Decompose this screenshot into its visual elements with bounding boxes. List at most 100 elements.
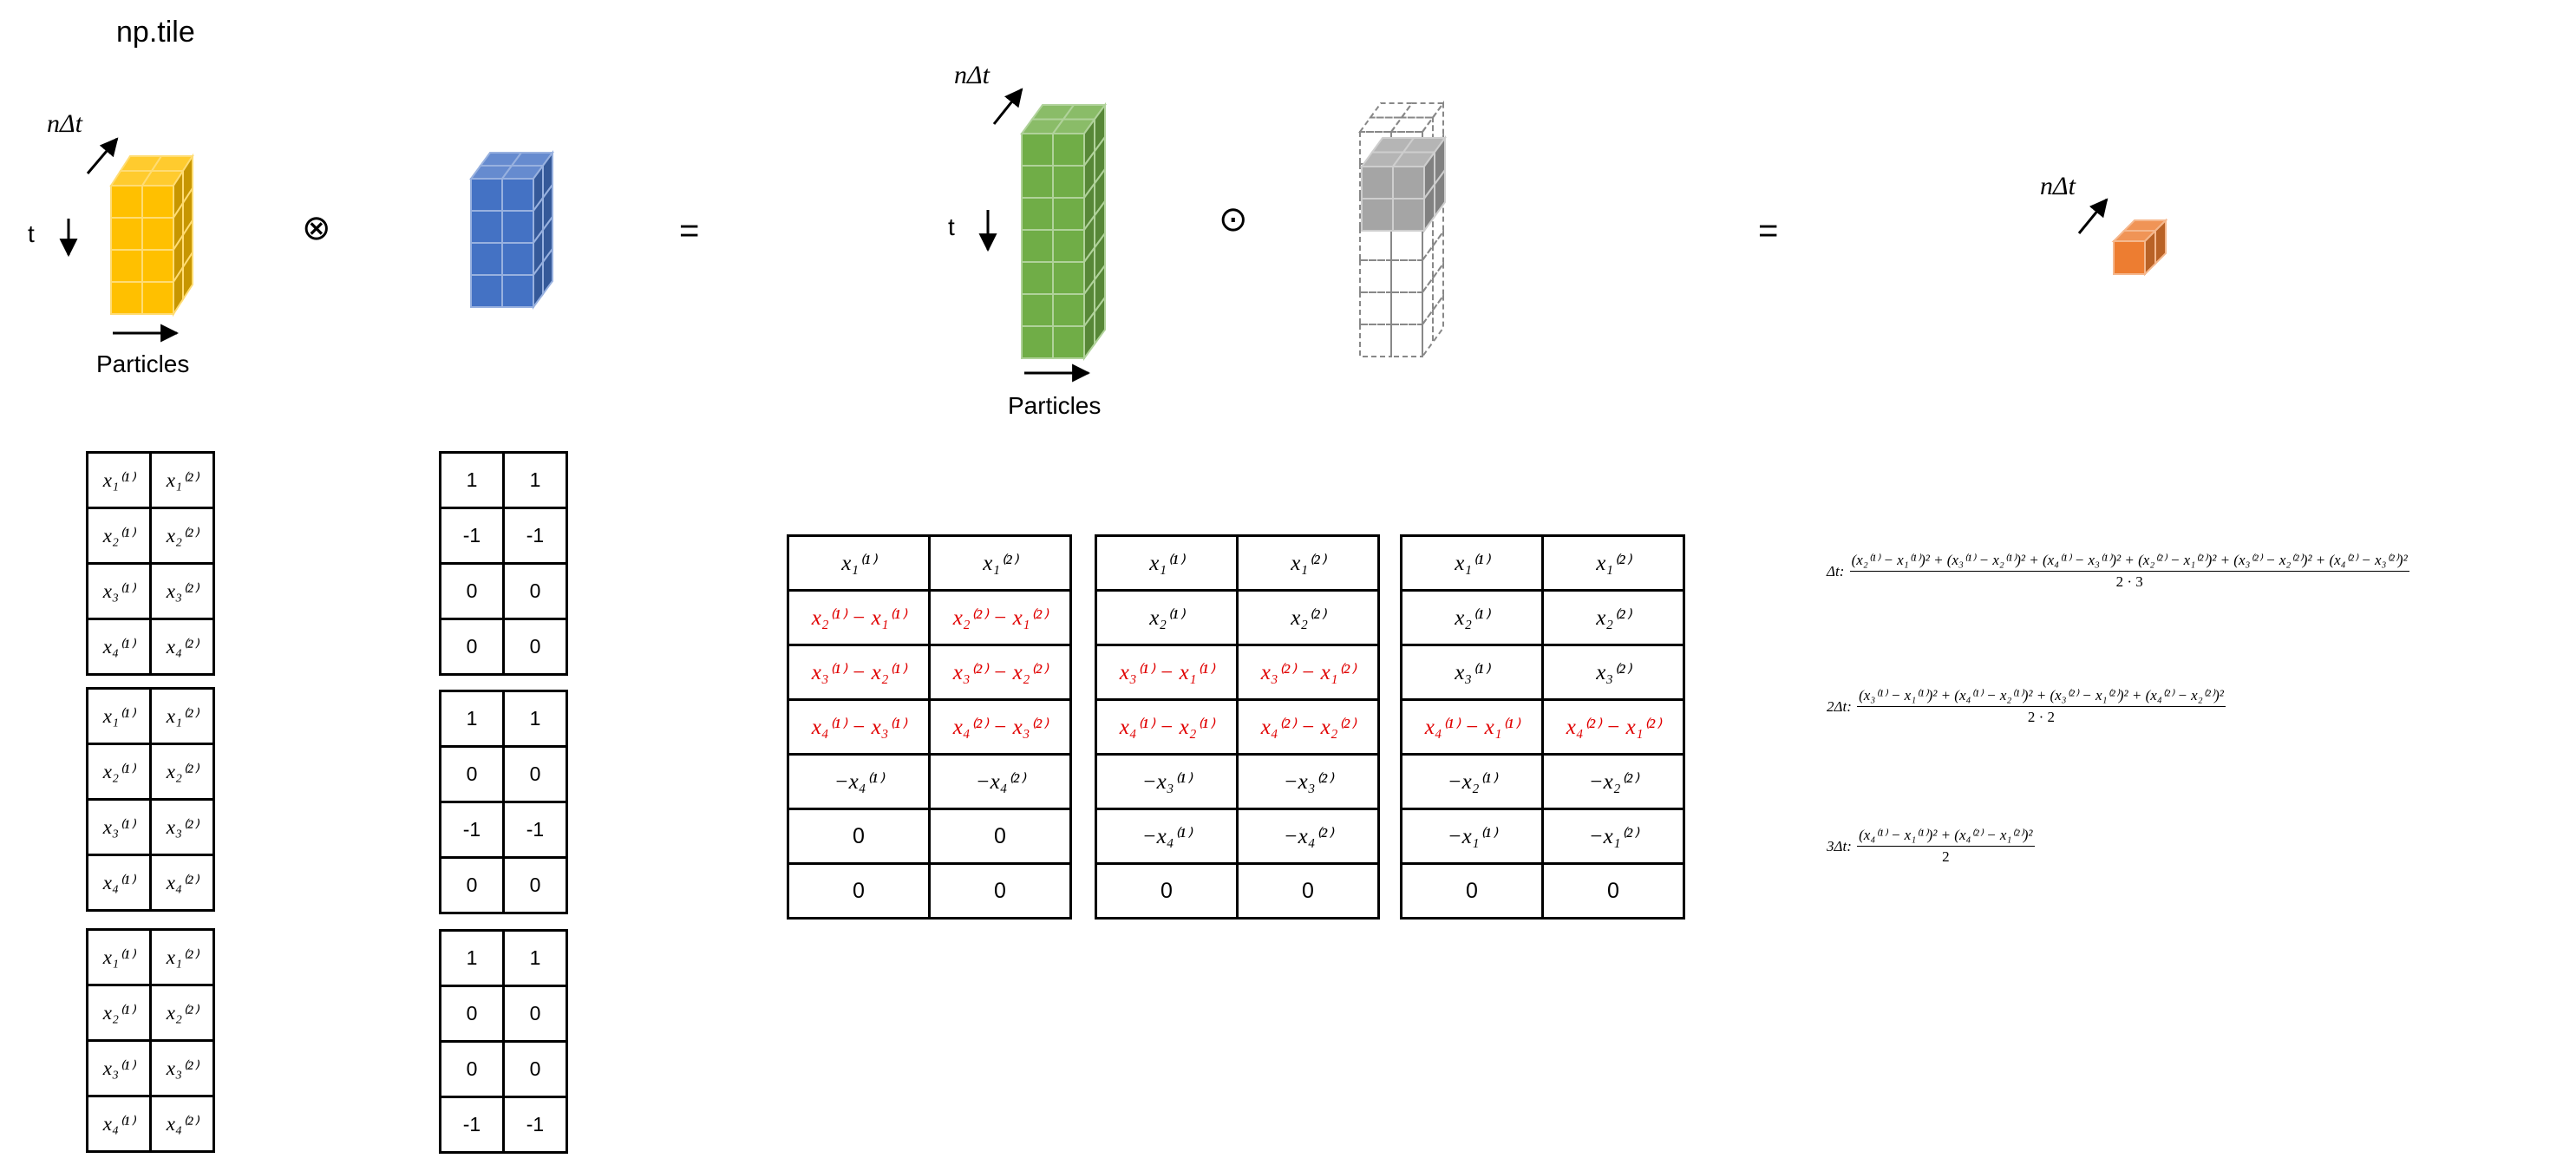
table-cell: −x₃⁽¹⁾ <box>1095 753 1239 810</box>
table-row: -1 -1 <box>439 801 568 859</box>
green-cuboid-side-cell <box>1094 294 1106 347</box>
table-cell: x₃⁽¹⁾ − x₁⁽¹⁾ <box>1095 644 1239 701</box>
table-cell: x₁⁽¹⁾ <box>1095 534 1239 592</box>
table-cell: 1 <box>502 929 568 987</box>
table-cell: x₃⁽²⁾ <box>1541 644 1685 701</box>
formula-prefix: 2Δt: <box>1827 697 1852 715</box>
yellow-cuboid-side-cell <box>182 249 193 303</box>
green-cuboid-front-cell <box>1052 197 1085 231</box>
table-row: x₁⁽¹⁾ x₁⁽²⁾ <box>1095 534 1380 592</box>
gray-dashed-cuboid-top-cell <box>1400 102 1445 119</box>
blue-cuboid-front-cell <box>501 242 534 276</box>
ndt-label-yellow: nΔt <box>47 109 82 138</box>
blue-cuboid-side-cell <box>542 245 553 298</box>
gray-dashed-cuboid-side-cell <box>1432 228 1444 281</box>
t-label-green: t <box>948 213 955 240</box>
gray-dashed-cuboid-front-cell <box>1359 291 1392 325</box>
table-cell: 0 <box>928 808 1072 865</box>
table-cell: x₂⁽²⁾ <box>1236 589 1380 646</box>
table-cell: −x₂⁽²⁾ <box>1541 753 1685 810</box>
green-cuboid-front-cell <box>1052 229 1085 263</box>
gray-cuboid-front-cell <box>1392 198 1425 232</box>
table-cell: −x₃⁽²⁾ <box>1236 753 1380 810</box>
table-cell: x₄⁽²⁾ − x₃⁽²⁾ <box>928 698 1072 756</box>
table-row: x₁⁽¹⁾ x₁⁽²⁾ <box>86 451 215 509</box>
table-cell: x₂⁽¹⁾ <box>86 507 152 565</box>
table-cell: 0 <box>1400 862 1544 920</box>
table-row: −x₁⁽¹⁾ −x₁⁽²⁾ <box>1400 808 1685 865</box>
table-cell: x₃⁽²⁾ − x₂⁽²⁾ <box>928 644 1072 701</box>
table-cell: x₄⁽²⁾ − x₁⁽²⁾ <box>1541 698 1685 756</box>
yellow-cuboid-front-cell <box>110 217 143 251</box>
table-cell: x₄⁽¹⁾ <box>86 1095 152 1153</box>
formula-denominator: 2 <box>1942 848 1950 865</box>
yellow-cuboid-front-cell <box>141 249 174 283</box>
gray-dashed-cuboid-side-cell <box>1422 307 1434 360</box>
table-cell: x₁⁽¹⁾ <box>86 451 152 509</box>
table-cell: x₄⁽¹⁾ <box>86 854 152 912</box>
formula-prefix: Δt: <box>1827 562 1845 579</box>
table-cell: -1 <box>502 1096 568 1154</box>
table-row: x₄⁽¹⁾ − x₃⁽¹⁾ x₄⁽²⁾ − x₃⁽²⁾ <box>787 698 1072 756</box>
table-row: x₂⁽¹⁾ x₂⁽²⁾ <box>1095 589 1380 646</box>
table-cell: −x₁⁽²⁾ <box>1541 808 1685 865</box>
table-row: −x₄⁽¹⁾ −x₄⁽²⁾ <box>1095 808 1380 865</box>
table-cell: 0 <box>787 862 931 920</box>
gray-dashed-cuboid-top-cell <box>1369 102 1414 119</box>
yellow-cuboid-front-cell <box>141 185 174 219</box>
formula-numerator: (x₄⁽¹⁾ − x₁⁽¹⁾)² + (x₄⁽²⁾ − x₁⁽²⁾)² <box>1857 827 2035 847</box>
diff-matrix-lag-2: x₁⁽¹⁾ x₁⁽²⁾ x₂⁽¹⁾ x₂⁽²⁾ x₃⁽¹⁾ − x₁⁽¹⁾ x₃⁽²⁾ −… <box>1095 534 1380 920</box>
table-cell: 1 <box>439 929 505 987</box>
gray-dashed-cuboid-side-cell <box>1432 260 1444 313</box>
ndt-arrow-yellow <box>86 137 119 174</box>
x-matrix-block-3: x₁⁽¹⁾ x₁⁽²⁾ x₂⁽¹⁾ x₂⁽²⁾ x₃⁽¹⁾ x₃⁽²⁾ x₄⁽¹⁾ x₄⁽²⁾ <box>86 928 215 1153</box>
green-cuboid-front-cell <box>1021 165 1054 199</box>
gray-cuboid-front-cell <box>1361 166 1394 200</box>
table-cell: 0 <box>1541 862 1685 920</box>
table-cell: x₂⁽²⁾ <box>149 984 215 1042</box>
table-cell: 1 <box>439 451 505 509</box>
table-cell: -1 <box>502 507 568 565</box>
table-row: −x₄⁽¹⁾ −x₄⁽²⁾ <box>787 753 1072 810</box>
formula-denominator: 2 · 2 <box>2027 709 2056 725</box>
table-cell: −x₂⁽¹⁾ <box>1400 753 1544 810</box>
table-cell: -1 <box>439 507 505 565</box>
table-cell: 0 <box>1095 862 1239 920</box>
blue-cuboid-front-cell <box>470 242 503 276</box>
table-row: x₄⁽¹⁾ x₄⁽²⁾ <box>86 854 215 912</box>
green-cuboid-front-cell <box>1052 133 1085 167</box>
gray-dashed-cuboid-top-cell <box>1358 116 1403 133</box>
blue-cuboid-front-cell <box>501 178 534 212</box>
table-cell: −x₄⁽¹⁾ <box>1095 808 1239 865</box>
table-row: x₃⁽¹⁾ x₃⁽²⁾ <box>86 798 215 856</box>
table-row: x₄⁽¹⁾ x₄⁽²⁾ <box>86 1095 215 1153</box>
blue-cuboid-front-cell <box>470 178 503 212</box>
t-label-yellow: t <box>28 220 35 247</box>
table-cell: x₄⁽²⁾ − x₂⁽²⁾ <box>1236 698 1380 756</box>
cuboid-group <box>109 100 2168 362</box>
table-cell: 1 <box>439 690 505 748</box>
table-row: x₄⁽¹⁾ − x₁⁽¹⁾ x₄⁽²⁾ − x₁⁽²⁾ <box>1400 698 1685 756</box>
table-cell: x₂⁽¹⁾ − x₁⁽¹⁾ <box>787 589 931 646</box>
table-cell: x₄⁽²⁾ <box>149 1095 215 1153</box>
table-cell: x₄⁽²⁾ <box>149 854 215 912</box>
green-cuboid-front-cell <box>1021 293 1054 327</box>
yellow-cuboid-front-cell <box>110 281 143 315</box>
table-cell: 0 <box>928 862 1072 920</box>
msd-formula-lag-2: 2Δt: (x₃⁽¹⁾ − x₁⁽¹⁾)² + (x₄⁽¹⁾ − x₂⁽¹⁾)²… <box>1827 687 2226 726</box>
table-cell: 0 <box>439 562 505 620</box>
table-cell: -1 <box>439 801 505 859</box>
ndt-arrow-orange <box>2077 198 2109 234</box>
table-cell: x₂⁽¹⁾ <box>1095 589 1239 646</box>
gray-dashed-cuboid-top-cell <box>1389 116 1435 133</box>
table-row: -1 -1 <box>439 507 568 565</box>
table-cell: 0 <box>502 1040 568 1098</box>
table-cell: x₁⁽¹⁾ <box>1400 534 1544 592</box>
